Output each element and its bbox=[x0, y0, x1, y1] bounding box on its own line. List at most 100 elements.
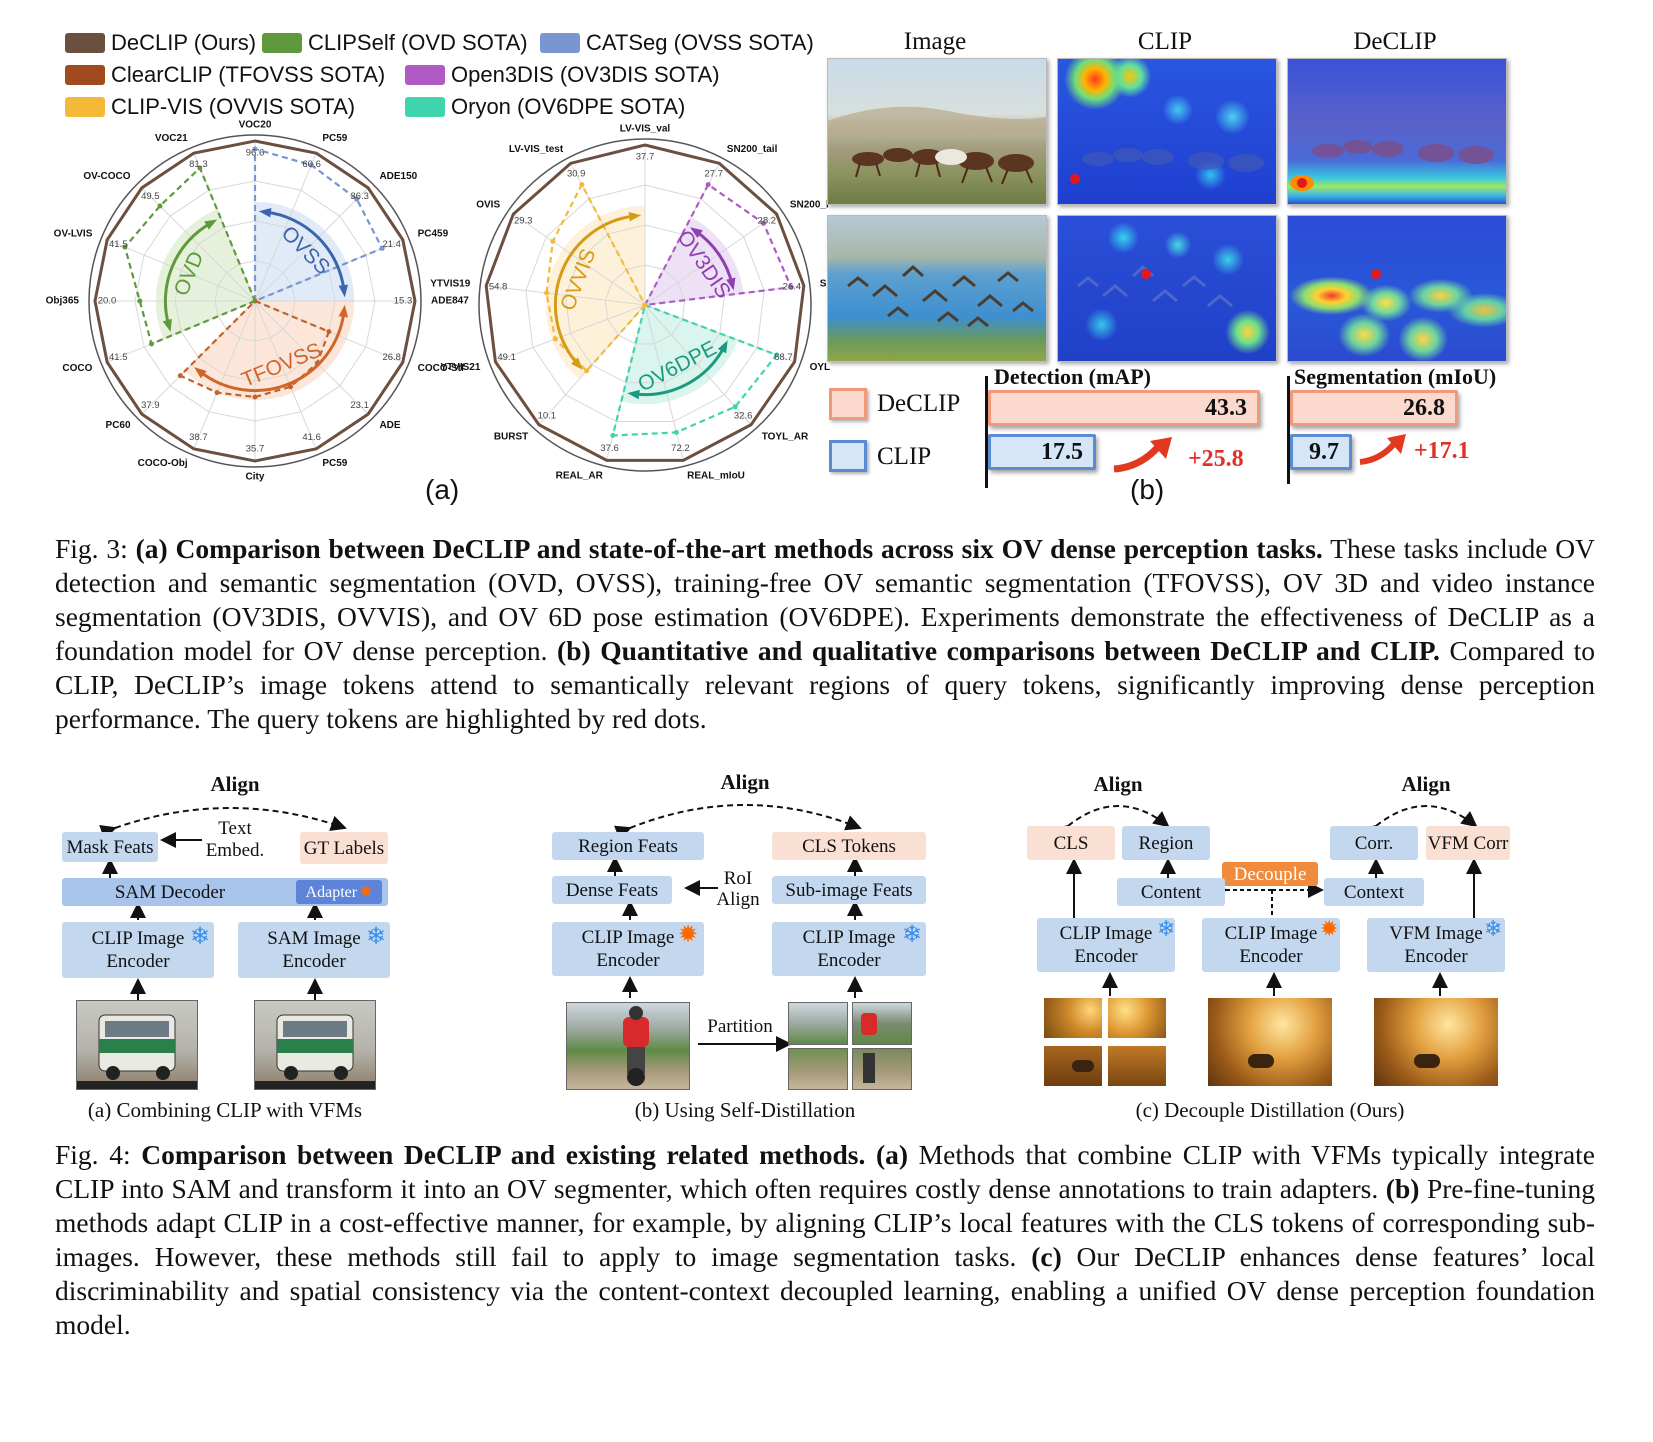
snowflake-icon: ❄ bbox=[1484, 916, 1503, 941]
arrow-head bbox=[194, 367, 207, 379]
fig4-caption-bold-1: Comparison between DeCLIP and existing r… bbox=[141, 1139, 909, 1170]
outer-ring bbox=[88, 134, 422, 468]
fig4c-align-right: Align bbox=[1401, 772, 1451, 796]
axis-label: PC60 bbox=[106, 420, 131, 431]
sota-point bbox=[550, 238, 556, 244]
declip-heatmap-birds bbox=[1287, 215, 1507, 362]
legend-label: DeCLIP (Ours) bbox=[111, 30, 257, 55]
col-head-declip: DeCLIP bbox=[1353, 28, 1437, 55]
fig4a-sam-encoder-label: SAM Image Encoder bbox=[267, 928, 361, 972]
axis-label: OYL_mIoU bbox=[810, 362, 830, 373]
sota-point bbox=[122, 244, 128, 250]
axis-label: YTVIS21 bbox=[440, 362, 480, 373]
axis-label: ADE bbox=[379, 420, 400, 431]
fig4-caption-prefix: Fig. 4: bbox=[55, 1139, 142, 1170]
seg-declip-value: 26.8 bbox=[1403, 394, 1445, 421]
fig4c-vfm-encoder-label: VFM Image Encoder bbox=[1389, 923, 1483, 967]
axis-spoke bbox=[513, 213, 646, 306]
seg-title: Segmentation (mIoU) bbox=[1294, 364, 1497, 389]
axis-spoke bbox=[495, 304, 646, 363]
group-arrow-ovd bbox=[163, 221, 212, 326]
axis-spoke bbox=[254, 300, 317, 450]
image-horses bbox=[827, 58, 1047, 205]
axis-label: OV-LVIS bbox=[54, 228, 93, 239]
axis-label: OVIS bbox=[476, 200, 500, 211]
fig4c-decouple: Decouple bbox=[1222, 862, 1318, 886]
sub-image bbox=[852, 1002, 912, 1045]
axis-value: 41.5 bbox=[109, 239, 128, 250]
legend-item: ClearCLIP (TFOVSS SOTA) bbox=[65, 62, 385, 88]
axis-spoke bbox=[644, 213, 777, 306]
legend-item: CLIP-VIS (OVVIS SOTA) bbox=[65, 94, 355, 120]
horse-silhouettes bbox=[1070, 148, 1264, 184]
det-gain-arrow-icon bbox=[1113, 437, 1172, 473]
fig4b-sub-feats-label: Sub-image Feats bbox=[785, 879, 913, 901]
group-arrow-ov3dis bbox=[694, 229, 734, 284]
arrow-head bbox=[338, 284, 349, 298]
fig3-caption-bold-a: (a) Comparison between DeCLIP and state-… bbox=[135, 533, 1323, 564]
fig4c-corr: Corr. bbox=[1330, 826, 1418, 860]
fig4-caption-bold-3: (c) bbox=[1031, 1241, 1062, 1272]
group-arrow-ovvis bbox=[553, 214, 635, 366]
arrow-head bbox=[628, 211, 642, 222]
fig4b-sub-feats: Sub-image Feats bbox=[772, 876, 926, 904]
sota-point bbox=[137, 298, 143, 304]
legend-swatch bbox=[65, 97, 105, 117]
fig4a-sam-encoder: SAM Image Encoder bbox=[238, 922, 390, 978]
axis-label: LV-VIS_test bbox=[509, 144, 564, 155]
fig4c-region-label: Region bbox=[1138, 832, 1194, 854]
query-dot bbox=[1141, 269, 1151, 279]
group-arrow-tfovss bbox=[198, 311, 346, 393]
panel-a-label: (a) bbox=[425, 474, 460, 505]
det-axis bbox=[985, 376, 988, 488]
sub-image bbox=[1044, 998, 1102, 1038]
fig3-caption: Fig. 3: (a) Comparison between DeCLIP an… bbox=[55, 532, 1595, 736]
axis-label: SN200_tail bbox=[727, 144, 778, 155]
legend-label: ClearCLIP (TFOVSS SOTA) bbox=[111, 62, 386, 87]
det-clip-value: 17.5 bbox=[1041, 438, 1083, 465]
axis-label: ADE847 bbox=[431, 296, 469, 307]
fig4c-vfm-encoder: VFM Image Encoder bbox=[1367, 918, 1505, 972]
fig4c-vfm-corr: VFM Corr bbox=[1426, 826, 1510, 860]
fig4b-dense-feats: Dense Feats bbox=[552, 876, 672, 904]
group-arrow-ovss bbox=[265, 210, 346, 291]
bird-silhouettes bbox=[1077, 264, 1233, 308]
sota-point bbox=[326, 329, 332, 335]
forest-photo bbox=[1374, 998, 1498, 1086]
axis-label: VOC20 bbox=[239, 120, 272, 131]
bird-silhouettes bbox=[1371, 269, 1381, 279]
axis-value: 37.7 bbox=[636, 152, 655, 163]
axis-value: 37.6 bbox=[600, 443, 619, 454]
fig4-caption: Fig. 4: Comparison between DeCLIP and ex… bbox=[55, 1138, 1595, 1342]
fig4b-clip-encoder-cold-label: CLIP Image Encoder bbox=[802, 927, 896, 971]
fig4c-context-label: Context bbox=[1343, 881, 1405, 903]
horse-silhouettes bbox=[1290, 140, 1494, 191]
fig4c-context: Context bbox=[1324, 878, 1424, 906]
axis-value: 96.6 bbox=[246, 148, 265, 159]
axis-label: OV-COCO bbox=[83, 171, 130, 182]
fig4c-caption: (c) Decouple Distillation (Ours) bbox=[1135, 1098, 1405, 1122]
arrow-head bbox=[162, 318, 172, 332]
horses-photo bbox=[828, 106, 1046, 185]
grid-ring bbox=[604, 264, 686, 345]
seg-clip-bar: 9.7 bbox=[1290, 434, 1352, 470]
sub-image bbox=[788, 1002, 848, 1045]
fig3-caption-bold-b: (b) Quantitative and qualitative compari… bbox=[557, 635, 1440, 666]
det-title: Detection (mAP) bbox=[994, 364, 1151, 389]
arrow-head bbox=[571, 357, 583, 370]
seg-clip-value: 9.7 bbox=[1309, 438, 1339, 465]
fig4c-cls: CLS bbox=[1027, 826, 1115, 860]
axis-label: YTVIS19 bbox=[430, 278, 470, 289]
axis-label: PC459 bbox=[418, 228, 449, 239]
clip-heatmap-birds bbox=[1057, 215, 1277, 362]
axis-value: 10.1 bbox=[538, 410, 557, 421]
arrow-head bbox=[690, 227, 703, 239]
fig4a-mask-feats: Mask Feats bbox=[62, 832, 158, 862]
fig4b-partition: Partition bbox=[707, 1016, 773, 1037]
axis-label: REAL_mIoU bbox=[687, 471, 745, 482]
declip-polygon bbox=[484, 143, 806, 462]
axis-spoke bbox=[486, 285, 646, 306]
legend-declip-swatch bbox=[829, 388, 867, 420]
legend-swatch bbox=[65, 65, 105, 85]
query-dot bbox=[1371, 269, 1381, 279]
